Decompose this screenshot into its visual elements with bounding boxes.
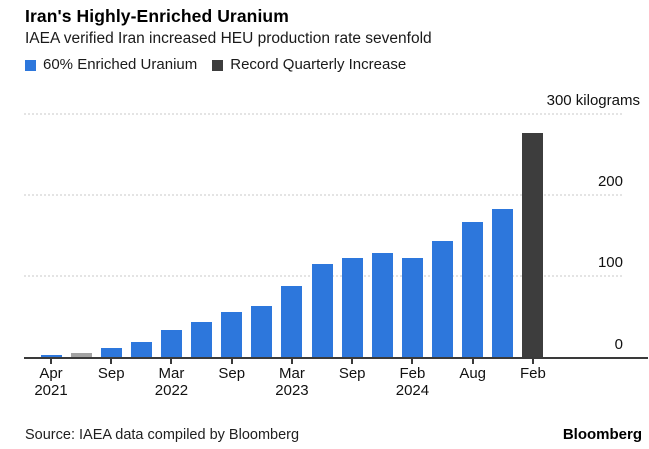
x-axis-tick-mar-2023 (290, 358, 293, 364)
bar-jun-2021 (70, 353, 92, 357)
chart-title: Iran's Highly-Enriched Uranium (25, 6, 289, 26)
legend-item-enriched-uranium: 60% Enriched Uranium (25, 56, 197, 73)
x-axis-line (24, 356, 648, 359)
legend-swatch-dark-icon (212, 59, 224, 71)
x-axis-year-label-mar-2023: 2023 (275, 381, 309, 399)
legend-item-record-increase: Record Quarterly Increase (212, 56, 406, 73)
x-axis-label-mar-2022: Mar (158, 364, 185, 382)
x-axis-label-sep-2021: Sep (97, 364, 125, 382)
bar-aug-2024 (462, 222, 484, 357)
chart-legend: 60% Enriched Uranium Record Quarterly In… (25, 56, 406, 73)
bar-jun-2022 (191, 321, 213, 357)
x-axis-tick-sep-2023 (351, 358, 354, 364)
x-axis-label-apr-2021: Apr (39, 364, 63, 382)
x-axis-year-label-apr-2021: 2021 (34, 381, 68, 399)
bar-sep-2023 (341, 258, 363, 357)
x-axis-label-sep-2022: Sep (218, 364, 246, 382)
x-axis-tick-apr-2021 (50, 358, 52, 364)
bloomberg-logo: Bloomberg (562, 426, 642, 443)
legend-swatch-blue-icon (25, 59, 36, 71)
legend-label-record-increase: Record Quarterly Increase (230, 56, 407, 73)
x-axis-tick-sep-2022 (230, 358, 233, 364)
bar-sep-2021 (100, 348, 122, 357)
bar-nov-2021 (130, 341, 152, 357)
bar-feb-2024 (401, 258, 423, 357)
x-axis-year-label-feb-2024: 2024 (395, 381, 430, 399)
x-axis-tick-mar-2022 (170, 358, 173, 364)
bar-feb-2025 (522, 133, 544, 357)
y-axis-label-0: 0 (614, 335, 623, 353)
bar-nov-2022 (251, 306, 273, 357)
bar-nov-2023 (371, 252, 393, 357)
y-axis-label-300: 300 kilograms (546, 91, 640, 109)
x-axis-label-aug-2024: Aug (459, 364, 487, 382)
x-axis-label-feb-2025: Feb (519, 364, 546, 382)
bar-mar-2023 (281, 285, 303, 357)
x-axis-tick-feb-2024 (411, 358, 414, 364)
y-axis-label-200: 200 (597, 173, 623, 190)
bar-mar-2022 (160, 329, 182, 357)
bar-apr-2021 (40, 354, 62, 357)
gridline-300 (24, 113, 622, 115)
y-axis-label-100: 100 (597, 254, 623, 272)
x-axis-tick-feb-2025 (531, 358, 534, 364)
gridline-200 (24, 194, 622, 196)
x-axis-tick-aug-2024 (471, 358, 474, 364)
x-axis-label-mar-2023: Mar (279, 364, 305, 382)
bar-nov-2024 (492, 208, 514, 357)
bar-jun-2024 (432, 241, 454, 357)
legend-label-enriched-uranium: 60% Enriched Uranium (43, 56, 198, 73)
x-axis-label-sep-2023: Sep (338, 364, 366, 382)
x-axis-year-label-mar-2022: 2022 (154, 381, 189, 399)
chart-subtitle: IAEA verified Iran increased HEU product… (25, 30, 432, 47)
x-axis-label-feb-2024: Feb (399, 364, 426, 382)
bar-jun-2023 (311, 263, 333, 357)
source-note: Source: IAEA data compiled by Bloomberg (25, 427, 300, 443)
x-axis-tick-sep-2021 (110, 358, 113, 364)
bar-sep-2022 (221, 311, 243, 357)
